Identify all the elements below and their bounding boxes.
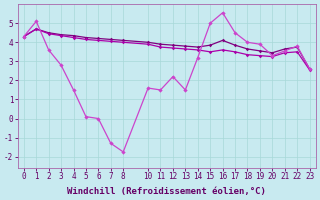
X-axis label: Windchill (Refroidissement éolien,°C): Windchill (Refroidissement éolien,°C) <box>67 187 266 196</box>
